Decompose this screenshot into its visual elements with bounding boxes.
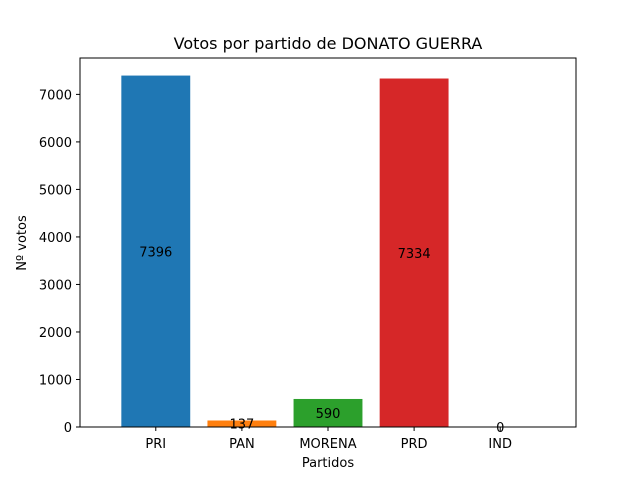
data-label-prd: 7334 bbox=[398, 247, 431, 262]
y-tick-label-5000: 5000 bbox=[39, 183, 72, 198]
y-axis-title: Nº votos bbox=[15, 215, 30, 271]
bar-prd bbox=[379, 78, 449, 427]
x-axis-title: Partidos bbox=[302, 456, 354, 471]
x-tick-label-prd: PRD bbox=[401, 437, 428, 452]
x-tick-label-pri: PRI bbox=[145, 437, 166, 452]
x-tick-label-ind: IND bbox=[488, 437, 512, 452]
y-tick-label-4000: 4000 bbox=[39, 231, 72, 246]
bar-morena bbox=[293, 398, 363, 427]
x-tick-label-pan: PAN bbox=[229, 437, 255, 452]
x-tick-label-morena: MORENA bbox=[299, 437, 356, 452]
y-tick-label-6000: 6000 bbox=[39, 136, 72, 151]
y-tick-label-1000: 1000 bbox=[39, 373, 72, 388]
x-axis: PRI PAN MORENA PRD IND bbox=[145, 427, 512, 452]
y-axis: 0 1000 2000 3000 4000 5000 6000 7000 bbox=[39, 88, 80, 436]
bar-pan bbox=[207, 420, 277, 427]
chart-title: Votos por partido de DONATO GUERRA bbox=[174, 34, 483, 53]
y-tick-label-7000: 7000 bbox=[39, 88, 72, 103]
y-tick-label-3000: 3000 bbox=[39, 278, 72, 293]
bar-pri bbox=[121, 75, 191, 428]
y-tick-label-0: 0 bbox=[64, 421, 72, 436]
data-label-pan: 137 bbox=[229, 418, 254, 433]
data-label-pri: 7396 bbox=[139, 245, 172, 260]
bars-layer bbox=[121, 75, 449, 428]
data-label-morena: 590 bbox=[316, 407, 341, 422]
y-tick-label-2000: 2000 bbox=[39, 326, 72, 341]
